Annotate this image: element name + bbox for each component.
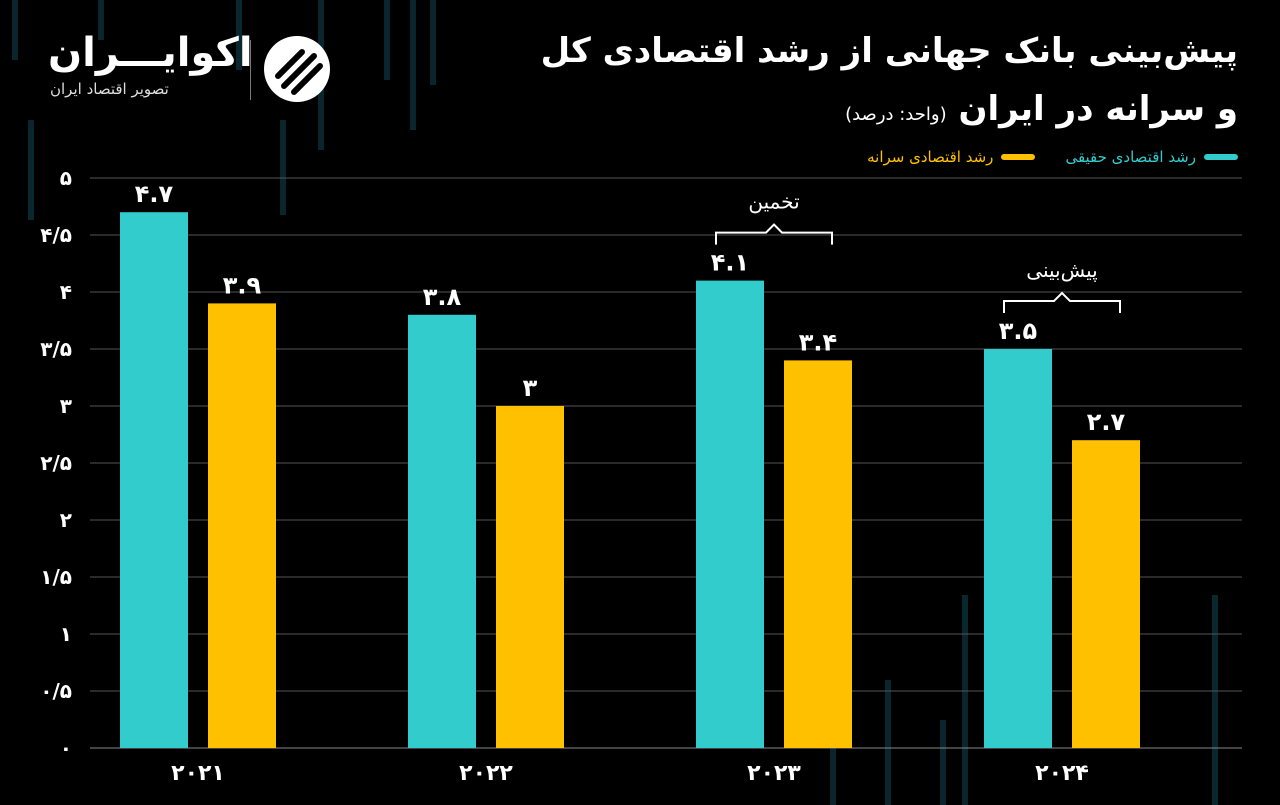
x-tick-label: ۲۰۲۱ — [171, 761, 225, 786]
chart-legend: رشد اقتصادی حقیقی رشد اقتصادی سرانه — [867, 148, 1238, 166]
y-tick-label: ۲ — [60, 508, 72, 532]
unit-label: (واحد: درصد) — [845, 104, 947, 125]
estimate-annotation-brace — [715, 223, 833, 245]
legend-swatch-per-capita — [1001, 154, 1036, 160]
data-label: ۲.۷ — [1087, 408, 1126, 436]
data-label: ۳.۹ — [223, 271, 262, 299]
y-tick-label: ۵ — [60, 166, 72, 190]
estimate-annotation-label: تخمین — [748, 190, 799, 214]
logo-name: اکوایـــران — [48, 30, 253, 76]
data-label: ۳.۸ — [423, 283, 462, 311]
bar-per-capita — [1072, 440, 1140, 748]
y-tick-label: ۳/۵ — [40, 337, 72, 361]
bar-per-capita — [496, 406, 564, 748]
y-tick-label: ۱ — [60, 622, 72, 646]
x-tick-label: ۲۰۲۴ — [1035, 761, 1089, 786]
x-tick-label: ۲۰۲۲ — [459, 761, 513, 786]
data-label: ۳ — [523, 374, 538, 402]
forecast-annotation-brace — [1003, 291, 1121, 313]
y-tick-label: ۰ — [60, 736, 72, 760]
data-label: ۴.۷ — [135, 180, 174, 208]
legend-item-per-capita: رشد اقتصادی سرانه — [867, 148, 1036, 166]
logo-mark-icon — [264, 36, 330, 102]
bar-per-capita — [208, 303, 276, 748]
logo-subtitle: تصویر اقتصاد ایران — [50, 80, 169, 98]
bar-real — [120, 212, 188, 748]
forecast-annotation-label: پیش‌بینی — [1026, 258, 1097, 283]
bar-real — [408, 314, 476, 748]
bar-real — [984, 349, 1052, 748]
legend-label-per-capita: رشد اقتصادی سرانه — [867, 148, 994, 166]
y-tick-label: ۴ — [60, 280, 72, 304]
y-tick-label: ۱/۵ — [40, 565, 72, 589]
title-line-2: و سرانه در ایران (واحد: درصد) — [478, 80, 1238, 144]
chart-title: پیش‌بینی بانک جهانی از رشد اقتصادی کل و … — [478, 22, 1238, 144]
brand-logo: اکوایـــران تصویر اقتصاد ایران — [40, 26, 330, 106]
data-label: ۴.۱ — [711, 249, 749, 277]
legend-swatch-real — [1204, 154, 1238, 160]
y-tick-label: ۴/۵ — [40, 223, 72, 247]
title-line-2-text: و سرانه در ایران — [958, 89, 1238, 129]
bar-per-capita — [784, 360, 852, 748]
data-label: ۳.۵ — [999, 317, 1037, 345]
y-tick-label: ۰/۵ — [40, 679, 72, 703]
logo-divider — [250, 40, 251, 100]
x-tick-label: ۲۰۲۳ — [747, 761, 801, 786]
bar-real — [696, 280, 764, 748]
y-tick-label: ۲/۵ — [40, 451, 72, 475]
data-label: ۳.۴ — [799, 328, 837, 356]
y-tick-label: ۳ — [60, 394, 72, 418]
title-line-1: پیش‌بینی بانک جهانی از رشد اقتصادی کل — [540, 31, 1238, 71]
legend-label-real: رشد اقتصادی حقیقی — [1065, 148, 1196, 166]
legend-item-real: رشد اقتصادی حقیقی — [1065, 148, 1238, 166]
